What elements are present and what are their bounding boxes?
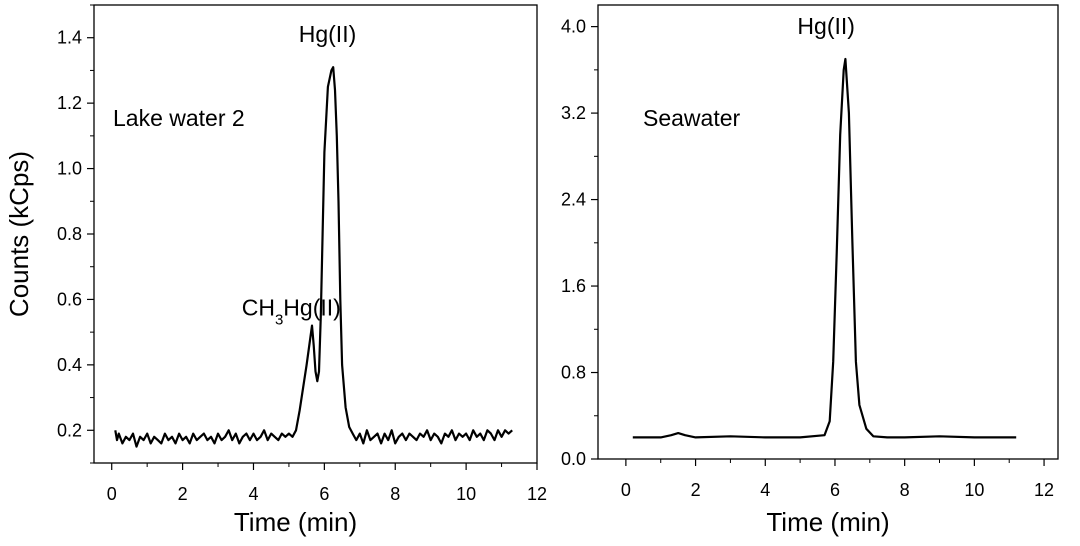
y-tick-label: 2.4 <box>561 190 586 210</box>
chart-panel-2: 0 2 4 6 8 10 12 0.0 0.8 1.6 2.4 3.2 4.0 Time (min) Sea… <box>561 4 1059 537</box>
y-tick-label: 0.4 <box>57 355 82 375</box>
x-tick-label: 4 <box>248 484 258 504</box>
peak-annotation: CH3Hg(II) <box>242 295 341 329</box>
y-axis-title: Counts (kCps) <box>4 151 34 317</box>
panel-label: Seawater <box>643 105 741 131</box>
x-tick-label: 6 <box>319 484 329 504</box>
y-tick-label: 1.4 <box>57 28 82 48</box>
x-tick-label: 2 <box>178 484 188 504</box>
x-tick-label: 4 <box>760 480 770 500</box>
plot-frame <box>93 4 538 464</box>
y-tick-label: 1.2 <box>57 93 82 113</box>
x-axis-title: Time (min) <box>234 507 357 537</box>
y-tick-label: 3.2 <box>561 103 586 123</box>
y-tick-label: 1.0 <box>57 159 82 179</box>
x-tick-label: 8 <box>390 484 400 504</box>
peak-annotation: Hg(II) <box>797 13 855 39</box>
x-tick-label: 10 <box>456 484 476 504</box>
x-tick-label: 12 <box>1034 480 1054 500</box>
peak-annotation: Hg(II) <box>299 21 357 47</box>
plot-frame <box>597 4 1059 460</box>
x-tick-label: 8 <box>900 480 910 500</box>
x-tick-label: 0 <box>107 484 117 504</box>
chart-panel-1: 0 2 4 6 8 10 12 0.2 0.4 0.6 0.8 1.0 1.2 1.4 Time (min)… <box>4 4 547 537</box>
x-tick-label: 6 <box>830 480 840 500</box>
series-line-1 <box>632 57 1017 439</box>
x-tick-label: 2 <box>691 480 701 500</box>
series-line-1 <box>114 66 513 448</box>
y-tick-label: 0.8 <box>561 363 586 383</box>
x-tick-label: 10 <box>964 480 984 500</box>
y-tick-label: 0.0 <box>561 449 586 469</box>
y-tick-label: 1.6 <box>561 276 586 296</box>
x-tick-label: 12 <box>527 484 547 504</box>
y-tick-label: 0.8 <box>57 224 82 244</box>
y-tick-label: 0.6 <box>57 289 82 309</box>
y-tick-label: 4.0 <box>561 17 586 37</box>
y-tick-label: 0.2 <box>57 420 82 440</box>
x-tick-label: 0 <box>621 480 631 500</box>
x-axis-title: Time (min) <box>766 507 889 537</box>
panel-label: Lake water 2 <box>113 105 245 131</box>
